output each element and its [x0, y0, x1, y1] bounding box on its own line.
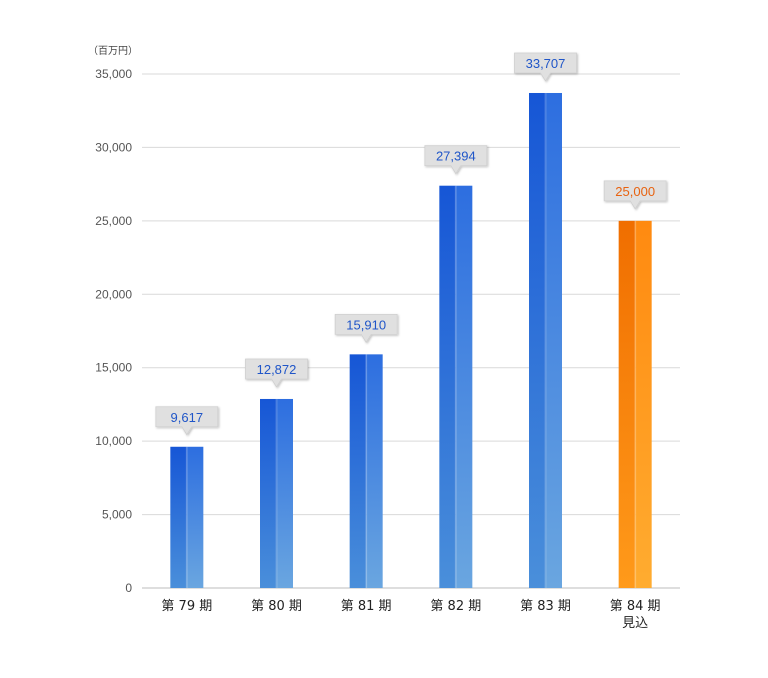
bar-right-face [545, 92, 562, 588]
bar-left-face [170, 446, 187, 588]
x-tick-label: 第 83 期 [520, 599, 571, 614]
bar-right-face [186, 446, 204, 588]
value-callout: 27,394 [424, 145, 488, 175]
callout-box [155, 406, 219, 436]
bar-highlight [185, 446, 188, 588]
bar [349, 354, 383, 588]
y-tick-label: 25,000 [95, 214, 132, 228]
bar-highlight [544, 92, 547, 588]
y-tick-label: 20,000 [95, 287, 132, 301]
x-axis-ticks: 第 79 期 第 80 期 第 81 期 第 82 期 第 83 期 第 84 期見込 [161, 599, 660, 631]
y-tick-label: 0 [125, 581, 132, 595]
bar-highlight [275, 398, 278, 588]
x-tick-label: 第 84 期見込 [610, 599, 661, 631]
value-callout: 25,000 [603, 180, 667, 210]
bar [439, 185, 473, 589]
callout-box [334, 313, 398, 344]
grid-lines [142, 73, 680, 589]
value-callout: 33,707 [514, 52, 577, 82]
bar-right-face [276, 398, 293, 588]
data-label: 27,394 [436, 149, 476, 164]
bar-left-face [439, 185, 456, 589]
x-tick-label: 第 82 期 [430, 599, 481, 614]
y-axis-ticks: 0 5,000 10,000 15,000 20,000 25,000 30,000 35,0… [95, 67, 132, 595]
y-tick-label: 30,000 [95, 140, 132, 154]
bar [170, 446, 204, 588]
bar-left-face [260, 398, 277, 588]
value-callout: 9,617 [155, 406, 219, 436]
bar-left-face [529, 92, 546, 588]
y-unit-label: （百万円） [88, 46, 138, 57]
bar-right-face [455, 185, 473, 589]
y-tick-label: 10,000 [95, 434, 132, 448]
bar-highlight [454, 185, 457, 589]
value-callout: 15,910 [334, 313, 398, 344]
y-tick-label: 15,000 [95, 361, 132, 375]
callout-box [245, 358, 308, 388]
callout-box [514, 52, 577, 82]
callout-box [603, 180, 667, 210]
y-tick-label: 5,000 [102, 508, 132, 522]
data-label: 15,910 [346, 317, 386, 332]
data-label: 9,617 [171, 410, 204, 425]
bar-right-face [635, 220, 652, 588]
bars [170, 92, 652, 589]
value-callouts: 9,617 12,872 15,910 27,394 33,707 25,000 [155, 52, 667, 436]
bar-right-face [366, 354, 383, 588]
data-label: 12,872 [257, 362, 297, 377]
bar [260, 398, 293, 588]
bar-left-face [349, 354, 367, 588]
x-tick-label: 第 79 期 [161, 599, 212, 614]
data-label: 33,707 [526, 56, 566, 71]
bar-highlight [365, 354, 368, 588]
x-tick-label: 第 81 期 [341, 599, 392, 614]
callout-box [424, 145, 488, 175]
bar-highlight [634, 220, 637, 588]
value-callout: 12,872 [245, 358, 308, 388]
data-label: 25,000 [615, 184, 655, 199]
bar [618, 220, 652, 588]
y-tick-label: 35,000 [95, 67, 132, 81]
bar [529, 92, 562, 588]
bar-left-face [618, 220, 636, 588]
x-tick-label: 第 80 期 [251, 599, 302, 614]
